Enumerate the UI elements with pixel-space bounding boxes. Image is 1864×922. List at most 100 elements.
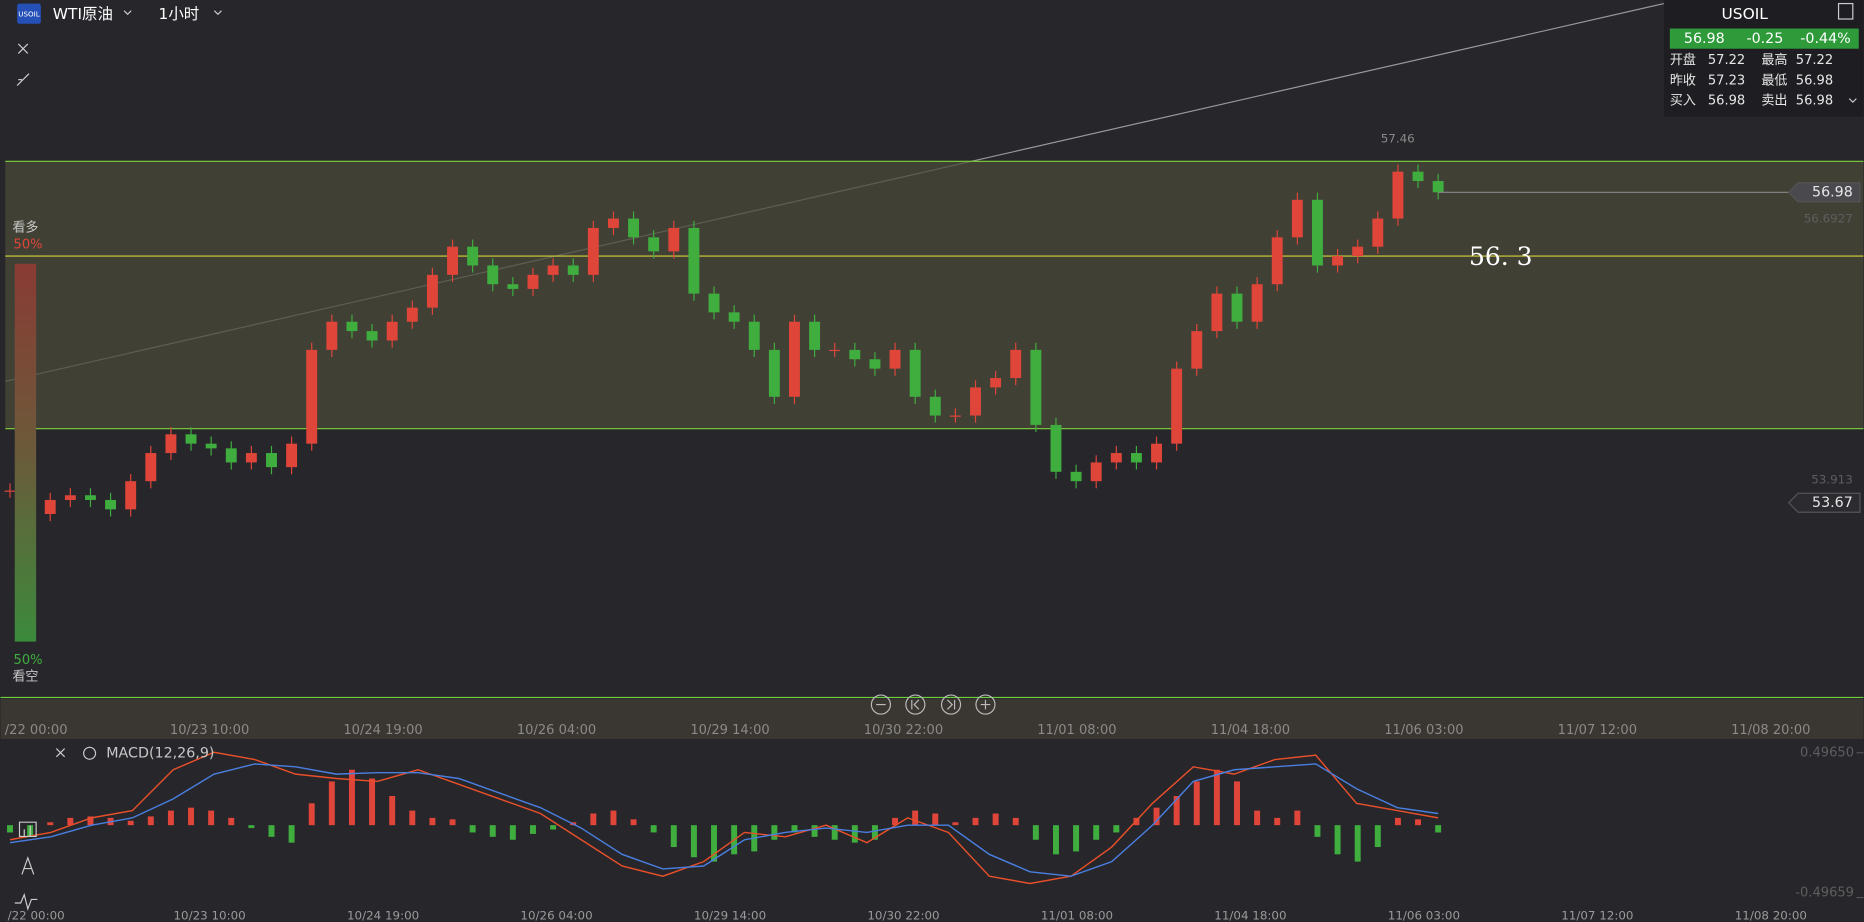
candle-body	[1010, 349, 1022, 379]
quote-change: -0.25	[1746, 31, 1783, 47]
close-button[interactable]	[17, 43, 29, 54]
candle-body	[1271, 237, 1283, 285]
exit-button[interactable]	[1837, 2, 1854, 20]
macd-histogram-bar	[308, 803, 315, 826]
macd-histogram-bar	[992, 813, 999, 826]
macd-histogram-bar	[630, 819, 637, 826]
candle-body	[607, 218, 619, 228]
tool-icon[interactable]	[18, 821, 37, 838]
candle-body	[1171, 368, 1183, 444]
macd-histogram-bar	[188, 807, 195, 826]
macd-close-button[interactable]	[55, 748, 66, 758]
candle-body	[567, 265, 579, 275]
macd-histogram-bar	[288, 825, 295, 843]
candle-body	[507, 284, 519, 289]
macd-histogram-bar	[1435, 825, 1442, 833]
candle-body	[1030, 349, 1042, 425]
zoom-in-button[interactable]	[975, 694, 996, 715]
candle-body	[1050, 424, 1062, 472]
bull-label: 看多	[12, 220, 38, 236]
candle-body	[346, 321, 358, 332]
candle-body	[266, 453, 277, 468]
candle-body	[587, 227, 599, 275]
macd-histogram-bar	[509, 825, 516, 840]
macd-histogram-bar	[912, 810, 919, 826]
price-tag-label: 53.67	[1812, 495, 1853, 511]
bull-pct: 50%	[14, 237, 43, 252]
candle-body	[85, 495, 96, 500]
scroll-start-button[interactable]	[905, 694, 926, 715]
time-label: 10/24 19:00	[347, 909, 419, 922]
high-label: 57.46	[1381, 131, 1415, 145]
bear-label: 看空	[12, 669, 38, 685]
macd-histogram-bar	[369, 778, 376, 826]
candle-body	[1130, 453, 1142, 463]
time-label: 10/29 14:00	[690, 723, 769, 738]
candle-body	[1110, 453, 1122, 463]
time-label: 10/26 04:00	[520, 909, 592, 922]
candle-body	[1151, 443, 1162, 463]
sentiment-bar	[14, 263, 37, 642]
quote-label: 昨收	[1670, 73, 1696, 88]
symbol-badge-text: USOIL	[18, 9, 39, 18]
macd-histogram-bar	[47, 822, 54, 826]
candle-body	[487, 265, 499, 285]
macd-title: MACD(12,26,9)	[106, 745, 214, 761]
macd-histogram-bar	[690, 825, 697, 858]
time-axis-strip	[0, 698, 1864, 740]
dropdown-arrow[interactable]	[213, 10, 222, 16]
macd-histogram-bar	[1093, 825, 1100, 840]
macd-histogram-bar	[167, 810, 174, 826]
macd-histogram-bar	[771, 825, 778, 840]
candle-body	[386, 321, 398, 341]
macd-histogram-bar	[127, 820, 134, 826]
macd-histogram-bar	[409, 810, 416, 826]
symbol-badge[interactable]	[17, 3, 41, 24]
quote-change-pct: -0.44%	[1800, 31, 1850, 47]
time-label: /22 00:00	[5, 723, 68, 738]
tool-icon[interactable]	[21, 856, 35, 875]
candle-body	[4, 490, 16, 492]
macd-histogram-bar	[892, 817, 899, 826]
macd-histogram-bar	[1354, 825, 1361, 862]
macd-histogram-bar	[851, 825, 858, 843]
price-tag	[1787, 182, 1861, 203]
timeframe[interactable]: 1小时	[159, 5, 200, 23]
candle-body	[426, 274, 438, 308]
macd-histogram-bar	[248, 825, 255, 829]
candle-body	[648, 237, 660, 252]
macd-settings-button[interactable]	[83, 746, 97, 760]
time-label: 11/07 12:00	[1558, 723, 1637, 738]
quote-value: 57.22	[1708, 53, 1745, 68]
candle-body	[205, 443, 217, 449]
scroll-end-button[interactable]	[940, 694, 962, 715]
macd-histogram-bar	[831, 825, 838, 840]
candle-body	[1211, 293, 1223, 332]
macd-histogram-bar	[208, 810, 215, 826]
time-label: 11/01 08:00	[1037, 723, 1116, 738]
candle-body	[527, 274, 539, 289]
expand-arrow[interactable]	[1848, 98, 1857, 104]
zoom-out-button[interactable]	[870, 694, 892, 715]
candle-body	[1312, 199, 1323, 266]
bear-pct: 50%	[14, 653, 43, 668]
macd-histogram-bar	[449, 819, 456, 826]
quote-label: 开盘	[1670, 52, 1696, 68]
candle-body	[467, 246, 479, 266]
macd-histogram-bar	[1012, 817, 1019, 826]
instrument[interactable]: WTI原油	[53, 5, 113, 23]
macd-histogram-bar	[389, 796, 396, 826]
quote-label: 最低	[1761, 73, 1787, 88]
candle-body	[1070, 471, 1082, 482]
time-label: 11/08 20:00	[1731, 723, 1810, 738]
tool-icon[interactable]	[14, 892, 38, 911]
macd-histogram-bar	[1254, 810, 1261, 826]
dropdown-arrow[interactable]	[123, 10, 132, 16]
quote-last: 56.98	[1684, 31, 1725, 47]
macd-histogram-bar	[670, 825, 677, 848]
collapse-button[interactable]	[16, 73, 30, 86]
time-label: 10/30 22:00	[867, 909, 939, 922]
candle-body	[1432, 181, 1444, 193]
